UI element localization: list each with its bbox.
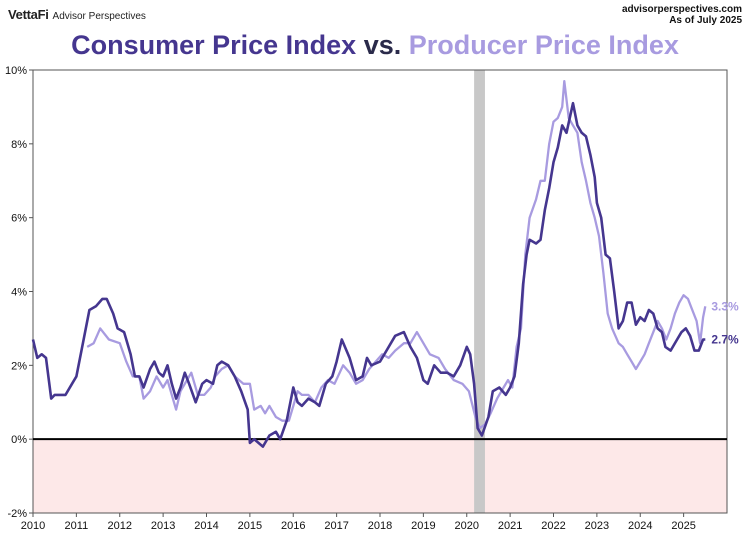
x-tick-label: 2016	[281, 520, 305, 532]
x-tick-label: 2024	[628, 520, 652, 532]
brand: VettaFi Advisor Perspectives	[8, 7, 146, 22]
as-of-date: As of July 2025	[669, 15, 742, 26]
brand-name: Advisor Perspectives	[52, 11, 146, 22]
x-tick-label: 2014	[194, 520, 218, 532]
y-tick-label: 4%	[11, 287, 27, 299]
vettafi-logo: VettaFi	[8, 7, 49, 22]
cpi-series-line	[31, 101, 706, 448]
x-tick-label: 2011	[65, 520, 89, 532]
x-tick-label: 2023	[585, 520, 609, 532]
x-tick-label: 2020	[455, 520, 479, 532]
recession-band	[474, 70, 485, 513]
ppi-series-line	[86, 79, 707, 430]
y-tick-label: 10%	[5, 65, 27, 77]
x-tick-label: 2015	[238, 520, 262, 532]
y-tick-label: -2%	[7, 508, 27, 520]
title-vs: vs.	[363, 30, 402, 60]
x-tick-label: 2017	[324, 520, 348, 532]
x-tick-label: 2021	[498, 520, 522, 532]
x-tick-label: 2018	[368, 520, 392, 532]
x-tick-label: 2010	[21, 520, 45, 532]
y-tick-label: 2%	[11, 360, 27, 372]
title-cpi: Consumer Price Index	[71, 30, 357, 60]
y-tick-label: 8%	[11, 139, 27, 151]
x-tick-label: 2025	[671, 520, 695, 532]
site-info: advisorperspectives.com As of July 2025	[622, 4, 742, 26]
x-tick-label: 2012	[108, 520, 132, 532]
ppi-end-label: 3.3%	[711, 299, 739, 313]
x-tick-label: 2013	[151, 520, 175, 532]
y-tick-label: 0%	[11, 434, 27, 446]
site-url: advisorperspectives.com	[621, 4, 742, 15]
x-tick-label: 2019	[411, 520, 435, 532]
y-tick-label: 6%	[11, 213, 27, 225]
cpi-end-label: 2.7%	[711, 332, 739, 346]
negative-region-band	[33, 439, 727, 513]
chart-title: Consumer Price Index vs. Producer Price …	[0, 30, 750, 61]
title-ppi: Producer Price Index	[408, 30, 679, 60]
x-tick-label: 2022	[541, 520, 565, 532]
